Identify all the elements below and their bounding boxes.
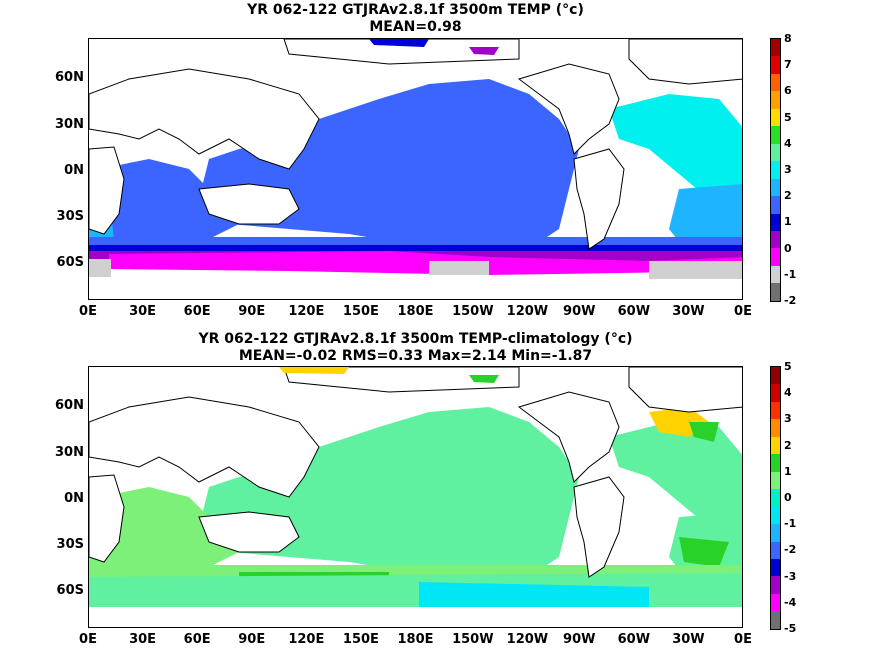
top-ytick-4: 30S (56, 209, 84, 224)
bottom-xtick-4: 120E (288, 632, 325, 647)
bottom-xtick-10: 60W (617, 632, 651, 647)
bottom-colorbar-label-7: -2 (784, 543, 797, 557)
top-map-field (89, 39, 742, 299)
bottom-xtick-12: 0E (734, 632, 752, 647)
bottom-xtick-11: 30W (672, 632, 705, 647)
bottom-colorbar-label-5: 0 (784, 491, 792, 504)
bottom-colorbar-label-4: 1 (784, 464, 792, 478)
bottom-map-field (89, 367, 742, 627)
bottom-xtick-7: 150W (452, 632, 494, 647)
bottom-colorbar-swatch-12 (771, 576, 780, 594)
bottom-colorbar-swatch-11 (771, 558, 780, 577)
bottom-colorbar-swatch-7 (771, 489, 780, 507)
top-colorbar-swatch-6 (771, 143, 780, 162)
top-title-line2: MEAN=0.98 (369, 19, 462, 35)
bottom-colorbar-label-9: -4 (784, 595, 797, 609)
top-colorbar-label-0: 8 (784, 32, 792, 45)
top-colorbar-label-6: 2 (784, 189, 792, 203)
top-colorbar-swatch-5 (771, 126, 780, 144)
bottom-map (88, 366, 743, 628)
top-colorbar-swatch-11 (771, 230, 780, 249)
bottom-xtick-6: 180E (397, 632, 434, 647)
top-xtick-5: 150E (342, 304, 379, 319)
top-colorbar-swatch-4 (771, 108, 780, 127)
bottom-colorbar-label-10: -5 (784, 622, 797, 635)
bottom-colorbar-swatch-1 (771, 384, 780, 402)
bottom-xtick-1: 30E (129, 632, 157, 647)
top-colorbar (770, 38, 781, 302)
bottom-colorbar-swatch-3 (771, 419, 780, 437)
bottom-colorbar-label-0: 5 (784, 360, 792, 373)
top-ytick-1: 60N (55, 70, 84, 85)
top-colorbar-swatch-13 (771, 265, 780, 284)
bottom-xtick-8: 120W (506, 632, 549, 647)
top-colorbar-label-3: 5 (784, 110, 792, 124)
bottom-ytick-4: 30S (56, 537, 84, 552)
bottom-ytick-2: 30N (55, 445, 84, 460)
bottom-colorbar-swatch-9 (771, 524, 780, 542)
top-ytick-3: 0N (64, 163, 84, 178)
top-xtick-8: 120W (506, 304, 549, 319)
bottom-colorbar (770, 366, 781, 630)
top-colorbar-label-7: 1 (784, 215, 792, 229)
bottom-colorbar-swatch-5 (771, 454, 780, 472)
top-xtick-12: 0E (734, 304, 752, 319)
bottom-colorbar-swatch-4 (771, 436, 780, 455)
top-colorbar-label-4: 4 (784, 136, 792, 150)
top-colorbar-label-8: 0 (784, 241, 792, 255)
top-xtick-7: 150W (452, 304, 494, 319)
bottom-ytick-3: 0N (64, 491, 84, 506)
bottom-colorbar-label-6: -1 (784, 517, 797, 531)
top-colorbar-swatch-0 (771, 39, 780, 57)
top-colorbar-swatch-1 (771, 56, 780, 74)
bottom-title-line1: YR 062-122 GTJRAv2.8.1f 3500m TEMP-clima… (198, 331, 633, 347)
top-colorbar-swatch-12 (771, 248, 780, 266)
top-colorbar-label-10: -2 (784, 294, 797, 307)
top-colorbar-label-5: 3 (784, 163, 792, 176)
top-map (88, 38, 743, 300)
bottom-colorbar-swatch-13 (771, 593, 780, 612)
bottom-colorbar-swatch-6 (771, 471, 780, 490)
bottom-colorbar-swatch-10 (771, 541, 780, 559)
top-colorbar-label-2: 6 (784, 84, 792, 98)
top-colorbar-swatch-10 (771, 213, 780, 231)
bottom-colorbar-swatch-8 (771, 506, 780, 525)
bottom-colorbar-swatch-14 (771, 611, 780, 629)
top-colorbar-swatch-14 (771, 283, 780, 301)
top-xtick-10: 60W (617, 304, 651, 319)
bottom-title-line2: MEAN=-0.02 RMS=0.33 Max=2.14 Min=-1.87 (238, 348, 593, 364)
top-xtick-1: 30E (129, 304, 157, 319)
bottom-colorbar-label-2: 3 (784, 412, 792, 426)
top-ytick-2: 30N (55, 117, 84, 132)
bottom-xtick-5: 150E (342, 632, 379, 647)
top-xtick-2: 60E (183, 304, 211, 319)
top-colorbar-label-1: 7 (784, 58, 792, 72)
bottom-ytick-5: 60S (56, 583, 84, 598)
top-xtick-6: 180E (397, 304, 434, 319)
top-colorbar-swatch-8 (771, 178, 780, 197)
top-ytick-5: 60S (56, 255, 84, 270)
bottom-xtick-3: 90E (238, 632, 266, 647)
top-colorbar-swatch-2 (771, 73, 780, 92)
top-xtick-9: 90W (563, 304, 596, 319)
top-title-line1: YR 062-122 GTJRAv2.8.1f 3500m TEMP (°c) (247, 2, 584, 18)
bottom-ytick-1: 60N (55, 398, 84, 413)
bottom-xtick-9: 90W (563, 632, 596, 647)
top-colorbar-swatch-3 (771, 91, 780, 109)
bottom-colorbar-swatch-2 (771, 401, 780, 420)
top-xtick-0: 0E (79, 304, 97, 319)
bottom-colorbar-label-8: -3 (784, 569, 797, 583)
top-xtick-4: 120E (288, 304, 325, 319)
bottom-xtick-2: 60E (183, 632, 211, 647)
bottom-colorbar-label-3: 2 (784, 438, 792, 452)
top-xtick-11: 30W (672, 304, 705, 319)
top-colorbar-label-9: -1 (784, 267, 797, 281)
bottom-xtick-0: 0E (79, 632, 97, 647)
top-colorbar-swatch-7 (771, 161, 780, 179)
bottom-colorbar-label-1: 4 (784, 386, 792, 400)
bottom-colorbar-swatch-0 (771, 367, 780, 385)
top-colorbar-swatch-9 (771, 196, 780, 214)
top-xtick-3: 90E (238, 304, 266, 319)
